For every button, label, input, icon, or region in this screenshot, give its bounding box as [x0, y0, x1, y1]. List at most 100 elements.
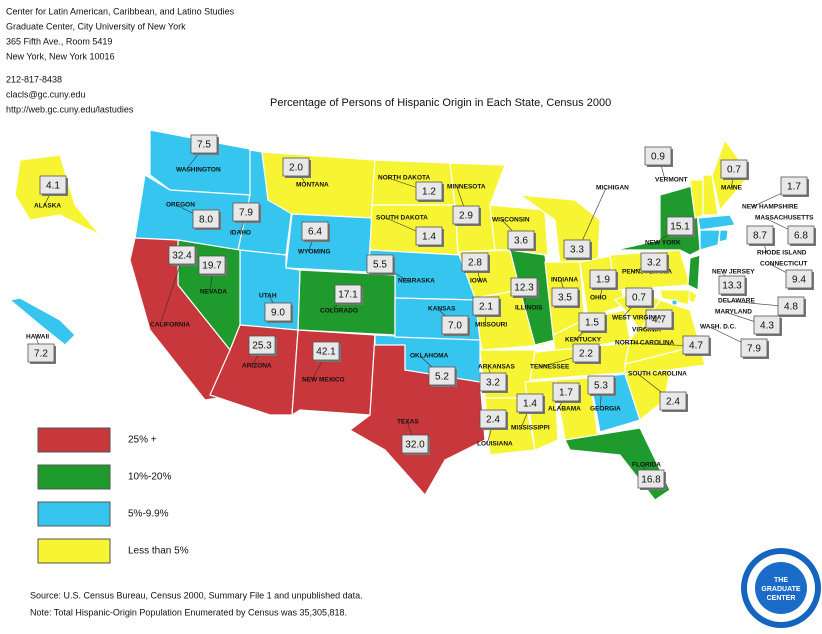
state-name: CONNECTICUT	[760, 261, 807, 268]
state-name: UTAH	[259, 293, 277, 300]
state-value: 1.7	[559, 388, 573, 399]
value-box	[192, 209, 220, 229]
state-name: KENTUCKY	[565, 337, 602, 344]
value-box	[780, 176, 808, 196]
state-value: 1.7	[787, 182, 801, 193]
state-value: 15.1	[670, 222, 690, 233]
state-shape	[702, 174, 719, 216]
value-box	[452, 205, 480, 225]
value-box	[563, 239, 591, 259]
header-line: clacls@gc.cuny.edu	[6, 89, 86, 99]
state-value: 3.2	[647, 258, 661, 269]
legend-swatch	[37, 464, 111, 490]
state-value: 9.4	[792, 275, 806, 286]
state-value: 0.9	[651, 152, 665, 163]
state-shape	[718, 229, 729, 243]
state-name: TENNESSEE	[530, 364, 570, 371]
value-box	[301, 221, 329, 241]
state-value: 13.3	[722, 281, 742, 292]
state-name: NEVADA	[200, 289, 227, 296]
value-box	[479, 409, 507, 429]
state-value: 17.1	[338, 290, 358, 301]
leader-line	[159, 255, 184, 326]
state-value: 12.3	[514, 283, 534, 294]
value-box	[428, 366, 456, 386]
value-box	[640, 252, 668, 272]
legend-label: Less than 5%	[128, 546, 189, 557]
state-name: IOWA	[470, 278, 488, 285]
state-value: 1.9	[596, 275, 610, 286]
header-line: 212-817-8438	[6, 74, 62, 84]
state-shape	[699, 229, 721, 251]
state-value: 0.7	[727, 165, 741, 176]
state-name: KANSAS	[428, 306, 456, 313]
state-name: ALABAMA	[548, 406, 581, 413]
state-name: FLORIDA	[632, 462, 661, 469]
value-box	[682, 335, 710, 355]
logo-text: GRADUATE	[761, 586, 800, 593]
state-value: 0.7	[632, 293, 646, 304]
state-name: ARIZONA	[242, 363, 272, 370]
state-name: VIRGINIA	[632, 327, 661, 334]
state-name: COLORADO	[320, 308, 358, 315]
value-box	[589, 269, 617, 289]
state-name: ALASKA	[34, 203, 61, 210]
value-box	[753, 315, 781, 335]
state-value: 2.0	[289, 163, 303, 174]
state-value: 9.0	[271, 308, 285, 319]
state-name: OKLAHOMA	[410, 353, 449, 360]
value-box	[198, 255, 226, 275]
state-name: MISSOURI	[475, 322, 507, 329]
state-shape	[285, 213, 373, 273]
state-value: 1.2	[422, 187, 436, 198]
logo-text: CENTER	[767, 595, 796, 602]
state-value: 5.3	[594, 381, 608, 392]
state-name: MICHIGAN	[596, 185, 629, 192]
state-name: MISSISSIPPI	[511, 425, 550, 432]
state-value: 1.4	[422, 232, 436, 243]
state-name: SOUTH CAROLINA	[628, 371, 687, 378]
value-box	[718, 275, 746, 295]
value-box	[644, 146, 672, 166]
state-value: 2.1	[479, 302, 493, 313]
state-name: HAWAII	[26, 334, 49, 341]
note: Source: U.S. Census Bureau, Census 2000,…	[30, 590, 363, 600]
value-box	[479, 372, 507, 392]
state-name: WASHINGTON	[176, 167, 221, 174]
value-box	[168, 245, 196, 265]
value-box	[516, 393, 544, 413]
state-value: 4.3	[760, 321, 774, 332]
state-value: 42.1	[316, 347, 336, 358]
state-name: WISCONSIN	[492, 217, 530, 224]
value-box	[740, 338, 768, 358]
state-name: SOUTH DAKOTA	[376, 215, 428, 222]
value-box	[507, 230, 535, 250]
state-name: MONTANA	[296, 182, 329, 189]
header-line: Graduate Center, City University of New …	[6, 21, 186, 31]
legend-swatch	[37, 538, 111, 564]
value-box	[441, 315, 469, 335]
value-box	[472, 296, 500, 316]
value-box	[787, 225, 815, 245]
state-value: 32.4	[172, 251, 192, 262]
value-box	[578, 312, 606, 332]
state-value: 3.5	[558, 293, 572, 304]
state-value: 1.4	[523, 399, 537, 410]
state-value: 2.4	[666, 397, 680, 408]
state-name: TEXAS	[397, 419, 419, 426]
state-value: 5.5	[373, 260, 387, 271]
state-name: NEW YORK	[645, 240, 681, 247]
state-shape	[697, 214, 736, 231]
value-box	[461, 252, 489, 272]
logo-inner	[755, 562, 807, 614]
state-name: MASSACHUSETTS	[755, 215, 814, 222]
value-box	[415, 226, 443, 246]
value-box	[248, 335, 276, 355]
state-value: 7.0	[448, 321, 462, 332]
state-value: 1.5	[585, 318, 599, 329]
legend-swatch	[37, 427, 111, 453]
state-name: INDIANA	[551, 277, 578, 284]
state-name: WASH. D.C.	[700, 324, 736, 331]
